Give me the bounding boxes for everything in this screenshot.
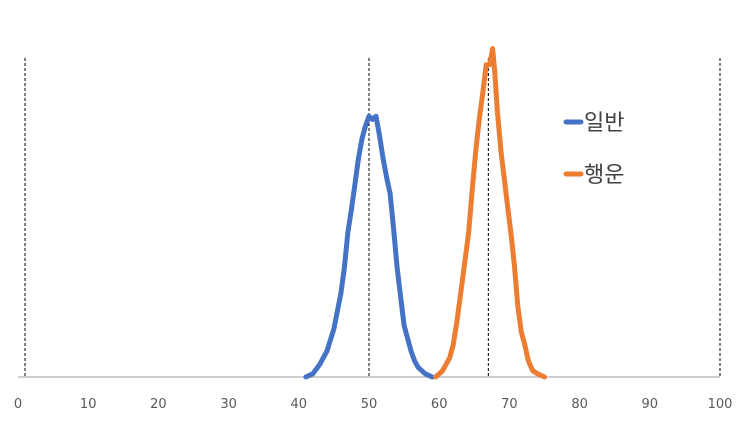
legend-label-2: 행운 <box>584 163 624 188</box>
x-tick-label: 60 <box>431 397 448 412</box>
x-tick-label: 30 <box>220 397 237 412</box>
series-line-2 <box>433 46 547 380</box>
x-tick-label: 50 <box>361 397 378 412</box>
x-tick-label: 40 <box>291 397 308 412</box>
x-tick-label: 90 <box>642 397 659 412</box>
legend-label-1: 일반 <box>584 111 624 136</box>
series-line-1 <box>303 113 435 380</box>
x-tick-label: 100 <box>708 397 733 412</box>
x-tick-label: 20 <box>150 397 167 412</box>
x-tick-label: 10 <box>80 397 97 412</box>
series-layer <box>303 46 547 380</box>
x-tick-label: 0 <box>14 397 22 412</box>
x-axis-ticks: 0 10 20 30 40 50 60 70 80 90 100 <box>14 397 733 412</box>
x-tick-label: 80 <box>571 397 588 412</box>
reference-lines <box>24 58 721 377</box>
x-tick-label: 70 <box>501 397 518 412</box>
